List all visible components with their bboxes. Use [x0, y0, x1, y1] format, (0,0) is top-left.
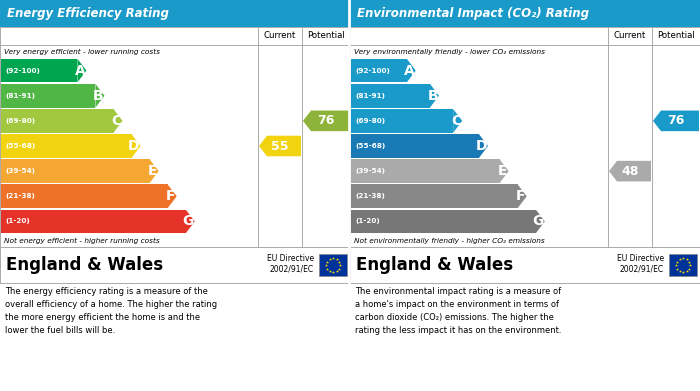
- Polygon shape: [407, 59, 416, 83]
- Text: (1-20): (1-20): [5, 219, 29, 224]
- Text: Potential: Potential: [657, 32, 695, 41]
- Polygon shape: [536, 210, 545, 233]
- Text: (92-100): (92-100): [5, 68, 40, 74]
- Text: Energy Efficiency Rating: Energy Efficiency Rating: [7, 7, 169, 20]
- Bar: [1, 59, 78, 83]
- Polygon shape: [132, 134, 141, 158]
- Polygon shape: [186, 210, 195, 233]
- Bar: [1, 210, 186, 233]
- Text: England & Wales: England & Wales: [356, 256, 513, 274]
- Text: Current: Current: [614, 32, 646, 41]
- Polygon shape: [259, 136, 301, 156]
- Text: England & Wales: England & Wales: [6, 256, 163, 274]
- Polygon shape: [518, 185, 526, 208]
- Text: (69-80): (69-80): [355, 118, 385, 124]
- Bar: [669, 254, 697, 276]
- Bar: [319, 254, 347, 276]
- Polygon shape: [479, 134, 488, 158]
- Polygon shape: [500, 159, 509, 183]
- Text: Not environmentally friendly - higher CO₂ emissions: Not environmentally friendly - higher CO…: [354, 237, 545, 244]
- Text: EU Directive
2002/91/EC: EU Directive 2002/91/EC: [267, 254, 314, 274]
- Text: Current: Current: [264, 32, 296, 41]
- Bar: [351, 159, 500, 183]
- Text: The environmental impact rating is a measure of
a home's impact on the environme: The environmental impact rating is a mea…: [355, 287, 561, 335]
- Polygon shape: [168, 185, 176, 208]
- Text: (39-54): (39-54): [5, 168, 35, 174]
- Bar: [1, 159, 150, 183]
- Text: D: D: [475, 139, 487, 153]
- Polygon shape: [453, 109, 462, 133]
- Polygon shape: [653, 111, 699, 131]
- Bar: [351, 59, 407, 83]
- Text: E: E: [148, 164, 158, 178]
- Text: F: F: [166, 189, 176, 203]
- Text: G: G: [183, 214, 194, 228]
- Bar: [351, 185, 518, 208]
- Text: F: F: [516, 189, 526, 203]
- Polygon shape: [95, 84, 104, 108]
- Text: (1-20): (1-20): [355, 219, 379, 224]
- Bar: [0, 247, 350, 283]
- Bar: [0, 27, 350, 247]
- Text: EU Directive
2002/91/EC: EU Directive 2002/91/EC: [617, 254, 664, 274]
- Bar: [350, 27, 700, 247]
- Bar: [350, 0, 700, 27]
- Polygon shape: [609, 161, 651, 181]
- Text: The energy efficiency rating is a measure of the
overall efficiency of a home. T: The energy efficiency rating is a measur…: [5, 287, 217, 335]
- Text: Very energy efficient - lower running costs: Very energy efficient - lower running co…: [4, 48, 160, 55]
- Bar: [351, 84, 430, 108]
- Bar: [0, 0, 350, 27]
- Text: Potential: Potential: [307, 32, 345, 41]
- Text: D: D: [128, 139, 139, 153]
- Bar: [350, 247, 700, 283]
- Text: Environmental Impact (CO₂) Rating: Environmental Impact (CO₂) Rating: [357, 7, 589, 20]
- Bar: [351, 109, 453, 133]
- Polygon shape: [78, 59, 86, 83]
- Text: Very environmentally friendly - lower CO₂ emissions: Very environmentally friendly - lower CO…: [354, 48, 545, 55]
- Text: (21-38): (21-38): [355, 193, 385, 199]
- Bar: [351, 134, 479, 158]
- Text: (81-91): (81-91): [355, 93, 385, 99]
- Text: B: B: [428, 89, 438, 103]
- Text: 55: 55: [272, 140, 288, 152]
- Text: G: G: [533, 214, 544, 228]
- Text: C: C: [451, 114, 461, 128]
- Text: (39-54): (39-54): [355, 168, 385, 174]
- Text: (55-68): (55-68): [355, 143, 385, 149]
- Text: (69-80): (69-80): [5, 118, 35, 124]
- Text: 76: 76: [667, 114, 685, 127]
- Text: 48: 48: [622, 165, 638, 178]
- Text: E: E: [498, 164, 508, 178]
- Bar: [1, 185, 168, 208]
- Text: A: A: [404, 64, 415, 77]
- Text: (21-38): (21-38): [5, 193, 35, 199]
- Polygon shape: [113, 109, 122, 133]
- Bar: [1, 109, 113, 133]
- Text: 76: 76: [317, 114, 335, 127]
- Text: C: C: [111, 114, 122, 128]
- Text: B: B: [93, 89, 104, 103]
- Text: Not energy efficient - higher running costs: Not energy efficient - higher running co…: [4, 237, 160, 244]
- Text: A: A: [75, 64, 85, 77]
- Polygon shape: [150, 159, 159, 183]
- Text: (81-91): (81-91): [5, 93, 35, 99]
- Polygon shape: [303, 111, 349, 131]
- Bar: [1, 84, 95, 108]
- Text: (55-68): (55-68): [5, 143, 35, 149]
- Polygon shape: [430, 84, 439, 108]
- Text: (92-100): (92-100): [355, 68, 390, 74]
- Bar: [351, 210, 536, 233]
- Bar: [1, 134, 132, 158]
